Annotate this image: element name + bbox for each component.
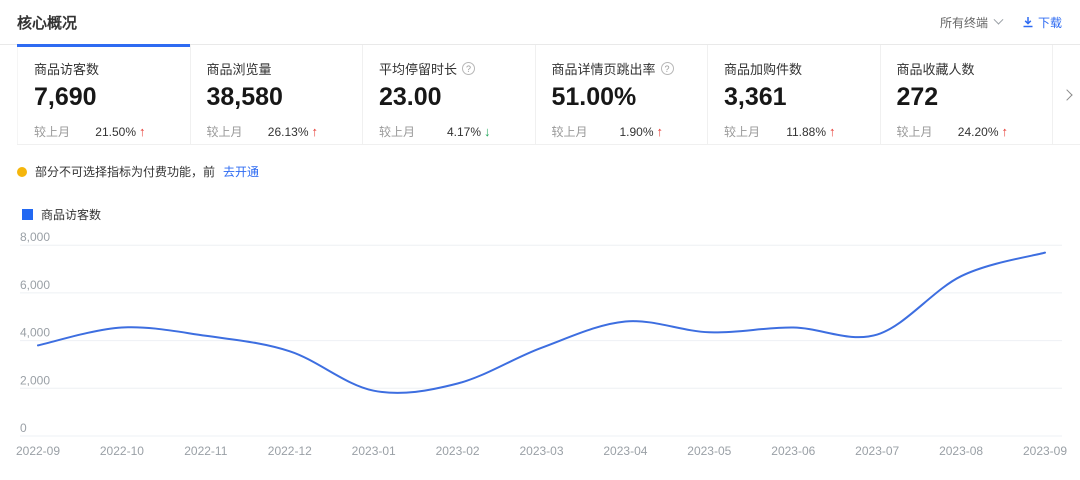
visitors-trend-line-chart: 0 2,000 4,000 6,000 8,000 2022-09 2022-10 2022-… [16, 230, 1067, 458]
notice-dot-icon [17, 166, 27, 177]
change-percent: 26.13% [267, 124, 309, 139]
svg-text:4,000: 4,000 [20, 326, 50, 340]
compare-change: 24.20% ↑ [958, 124, 1008, 139]
metric-card-header: 商品访客数 [34, 59, 174, 78]
change-percent: 21.50% [95, 124, 136, 139]
metric-label: 商品浏览量 [206, 62, 272, 77]
compare-label: 较上月 [206, 125, 243, 139]
header-actions: 所有终端 下载 [940, 14, 1062, 31]
help-icon[interactable]: ? [660, 62, 674, 75]
metric-label: 平均停留时长 [379, 62, 458, 77]
svg-text:2023-09: 2023-09 [1023, 444, 1067, 458]
trend-arrow-icon: ↑ [311, 124, 319, 139]
metric-card-header: 商品浏览量 [207, 59, 347, 78]
svg-text:2023-03: 2023-03 [519, 444, 563, 458]
metric-value: 272 [896, 83, 939, 111]
metric-value: 23.00 [379, 83, 442, 111]
metric-card[interactable]: 商品详情页跳出率 ? 51.00% 较上月 1.90% ↑ [535, 45, 708, 144]
compare-change: 26.13% ↑ [268, 124, 318, 139]
terminal-filter-label: 所有终端 [939, 15, 988, 30]
svg-text:2022-11: 2022-11 [184, 444, 227, 458]
cards-next-button[interactable] [1053, 45, 1080, 144]
metric-value: 7,690 [34, 83, 97, 111]
metric-card-header: 商品加购件数 [724, 59, 864, 78]
header: 核心概况 所有终端 下载 [0, 0, 1080, 45]
activate-link[interactable]: 去开通 [223, 165, 260, 179]
chevron-right-icon [1060, 88, 1073, 101]
metric-compare-row: 较上月 11.88% ↑ [724, 123, 864, 140]
metric-label: 商品详情页跳出率 [551, 62, 656, 77]
compare-change: 4.17% ↓ [447, 124, 491, 139]
trend-arrow-icon: ↑ [656, 124, 664, 139]
metric-compare-row: 较上月 1.90% ↑ [552, 123, 692, 140]
svg-text:2023-04: 2023-04 [603, 444, 647, 458]
metric-card-header: 商品详情页跳出率 ? [552, 59, 692, 78]
svg-text:2023-08: 2023-08 [939, 444, 983, 458]
legend-label: 商品访客数 [41, 208, 102, 222]
svg-text:2023-05: 2023-05 [687, 444, 731, 458]
trend-arrow-icon: ↑ [829, 124, 836, 139]
metric-compare-row: 较上月 26.13% ↑ [207, 123, 347, 140]
metric-compare-row: 较上月 24.20% ↑ [897, 123, 1037, 140]
svg-text:2022-10: 2022-10 [100, 444, 144, 458]
compare-label: 较上月 [551, 125, 588, 139]
chart-legend-item[interactable]: 商品访客数 [22, 206, 1080, 223]
terminal-filter-dropdown[interactable]: 所有终端 [939, 14, 1004, 31]
compare-change: 21.50% ↑ [95, 124, 145, 139]
svg-text:2022-09: 2022-09 [16, 444, 60, 458]
download-label: 下载 [1037, 15, 1062, 30]
metric-compare-row: 较上月 4.17% ↓ [379, 123, 519, 140]
metric-label: 商品访客数 [34, 62, 100, 77]
svg-text:2,000: 2,000 [20, 373, 50, 387]
trend-arrow-icon: ↑ [139, 124, 146, 139]
svg-text:2023-06: 2023-06 [771, 444, 815, 458]
metric-card-header: 平均停留时长 ? [379, 59, 519, 78]
svg-text:2023-01: 2023-01 [352, 444, 396, 458]
metric-value: 3,361 [724, 83, 787, 111]
svg-text:8,000: 8,000 [20, 230, 50, 244]
metric-value: 51.00% [551, 83, 637, 111]
download-icon [1023, 17, 1033, 28]
change-percent: 1.90% [619, 124, 654, 139]
svg-text:6,000: 6,000 [20, 278, 50, 292]
metric-card[interactable]: 商品加购件数 3,361 较上月 11.88% ↑ [708, 45, 881, 144]
svg-text:0: 0 [20, 421, 27, 435]
compare-label: 较上月 [896, 125, 933, 139]
metric-card[interactable]: 平均停留时长 ? 23.00 较上月 4.17% ↓ [363, 45, 536, 144]
compare-label: 较上月 [34, 125, 71, 139]
metric-value: 38,580 [206, 83, 283, 111]
page-title: 核心概况 [17, 14, 78, 32]
compare-change: 11.88% ↑ [786, 124, 835, 139]
metric-compare-row: 较上月 21.50% ↑ [34, 123, 174, 140]
notice-text: 部分不可选择指标为付费功能，前 [35, 165, 216, 179]
metric-card-header: 商品收藏人数 [897, 59, 1037, 78]
metric-label: 商品加购件数 [724, 62, 803, 77]
metric-card[interactable]: 商品浏览量 38,580 较上月 26.13% ↑ [190, 45, 363, 144]
change-percent: 11.88% [786, 124, 826, 139]
change-percent: 4.17% [446, 124, 481, 139]
download-button[interactable]: 下载 [1022, 14, 1062, 31]
compare-label: 较上月 [724, 125, 761, 139]
chevron-down-icon [993, 14, 1004, 25]
svg-text:2022-12: 2022-12 [268, 444, 312, 458]
metric-card[interactable]: 商品访客数 7,690 较上月 21.50% ↑ [17, 44, 191, 144]
metric-cards: 商品访客数 7,690 较上月 21.50% ↑ 商品浏览量 38,580 较上… [17, 44, 1053, 144]
metric-cards-row: 商品访客数 7,690 较上月 21.50% ↑ 商品浏览量 38,580 较上… [17, 44, 1080, 145]
svg-text:2023-02: 2023-02 [436, 444, 480, 458]
legend-swatch-icon [22, 209, 33, 220]
trend-arrow-icon: ↓ [484, 124, 491, 139]
metric-label: 商品收藏人数 [896, 62, 975, 77]
metric-card[interactable]: 商品收藏人数 272 较上月 24.20% ↑ [880, 45, 1053, 144]
trend-arrow-icon: ↑ [1001, 124, 1009, 139]
compare-change: 1.90% ↑ [619, 124, 663, 139]
help-icon[interactable]: ? [462, 62, 476, 75]
compare-label: 较上月 [379, 125, 416, 139]
svg-text:2023-07: 2023-07 [855, 444, 899, 458]
paid-feature-notice: 部分不可选择指标为付费功能，前 去开通 [17, 163, 1080, 180]
change-percent: 24.20% [957, 124, 999, 139]
